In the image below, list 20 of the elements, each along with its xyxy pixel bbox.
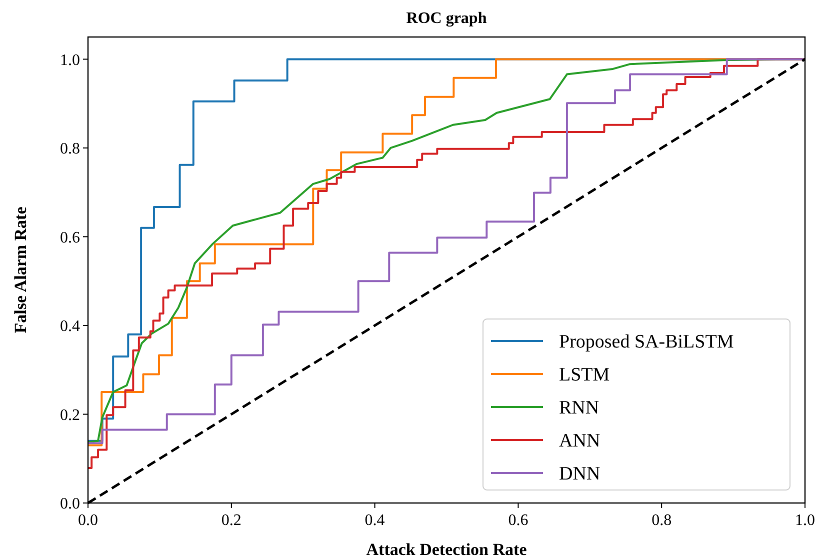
x-axis-title: Attack Detection Rate — [366, 540, 528, 559]
legend-label: Proposed SA-BiLSTM — [559, 332, 734, 353]
y-tick-label: 0.6 — [60, 229, 80, 246]
y-tick-label: 0.2 — [60, 406, 80, 424]
x-tick-label: 0.2 — [221, 512, 242, 529]
y-tick-label: 0.0 — [60, 496, 80, 513]
x-tick-label: 1.0 — [795, 512, 815, 529]
y-tick-label: 0.4 — [60, 318, 80, 336]
y-axis-title: False Alarm Rate — [11, 206, 30, 334]
y-tick-label: 0.8 — [60, 140, 80, 158]
x-tick-label: 0.6 — [508, 512, 528, 529]
legend-label: DNN — [559, 464, 600, 485]
legend-label: LSTM — [559, 364, 610, 386]
legend-label: RNN — [559, 398, 600, 419]
legend-label: ANN — [559, 430, 600, 452]
x-tick-label: 0.8 — [652, 512, 672, 529]
x-tick-label: 0.4 — [364, 512, 385, 529]
x-tick-label: 0.0 — [78, 512, 98, 529]
y-tick-label: 1.0 — [60, 52, 80, 69]
chart-title: ROC graph — [406, 10, 487, 27]
